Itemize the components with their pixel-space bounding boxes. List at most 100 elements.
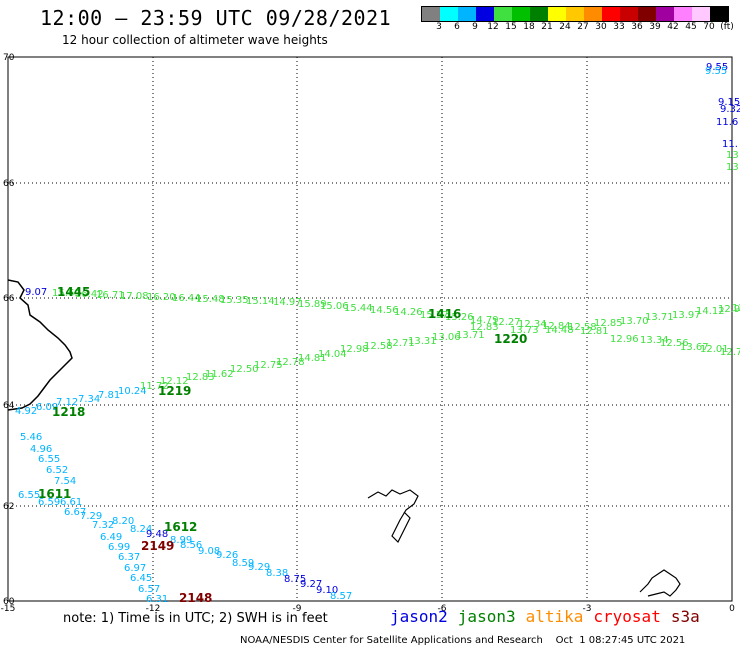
scale-swatch — [656, 7, 674, 21]
wave-height-label: 12.81 — [580, 326, 609, 337]
wave-height-label: 13.06 — [432, 332, 461, 343]
wave-height-label: 9.32 — [720, 104, 740, 115]
wave-height-label: 12.56 — [660, 338, 689, 349]
x-tick-label: 0 — [729, 604, 735, 614]
scale-swatch — [620, 7, 638, 21]
wave-height-label: 9.26 — [216, 550, 238, 561]
wave-height-label: 6.55 — [18, 490, 40, 501]
wave-height-label: 13.73 — [510, 325, 539, 336]
wave-height-label: 12.58 — [568, 322, 597, 333]
wave-height-label: 14.81 — [298, 353, 327, 364]
wave-height-label: 14.12 — [696, 306, 725, 317]
wave-height-label: 13.71 — [645, 312, 674, 323]
wave-height-label: 8.57 — [330, 591, 352, 602]
x-tick-label: -9 — [293, 604, 302, 614]
faroe-islands-coast — [367, 489, 419, 544]
satellite-legend: jason2 jason3 altika cryosat s3a — [390, 607, 710, 626]
scale-label: 33 — [613, 22, 625, 32]
wave-height-label: 9.48 — [146, 529, 168, 540]
y-tick-label: 60 — [3, 597, 15, 607]
wave-height-label: 6.57 — [138, 584, 160, 595]
pass-time-label: 1445 — [57, 285, 90, 299]
wave-height-label: 12.78 — [276, 357, 305, 368]
map-subtitle: 12 hour collection of altimeter wave hei… — [62, 33, 328, 47]
scale-label: 18 — [523, 22, 535, 32]
scale-swatch — [710, 7, 728, 21]
wave-height-label: 8.75 — [284, 574, 306, 585]
wave-height-label: 12.34 — [518, 319, 547, 330]
wave-height-label: 13.67 — [680, 342, 709, 353]
wave-height-label: 8.59 — [232, 558, 254, 569]
wave-height-label: 14.97 — [273, 297, 302, 308]
scale-swatch — [584, 7, 602, 21]
wave-height-label: 6.97 — [124, 563, 146, 574]
y-tick-label: 66 — [3, 179, 15, 189]
wave-height-label: 9.29 — [248, 562, 270, 573]
wave-height-label: 13.34 — [640, 335, 669, 346]
scale-label: 9 — [472, 22, 478, 32]
wave-height-label: 16.42 — [75, 289, 104, 300]
scale-label: 70 — [703, 22, 715, 32]
legend-jason2: jason2 — [390, 607, 448, 626]
wave-height-label: 14.26 — [394, 307, 423, 318]
scale-swatch — [548, 7, 566, 21]
wave-height-label: 12.71 — [386, 338, 415, 349]
pass-time-label: 1219 — [158, 384, 191, 398]
wave-height-label: 7.54 — [54, 476, 76, 487]
color-scale-labels: 3 6 9 12 15 18 21 24 27 30 33 36 39 42 45 70 (ft) — [421, 22, 734, 34]
wave-height-label: 14.79 — [470, 315, 499, 326]
scale-label: 45 — [685, 22, 697, 32]
scale-label: 6 — [454, 22, 460, 32]
scale-swatch — [530, 7, 548, 21]
wave-height-label: 9.55 — [706, 62, 728, 73]
wave-height-label: 9.07 — [25, 287, 47, 298]
wave-height-label: 12.50 — [230, 364, 259, 375]
norway-coast — [639, 569, 681, 597]
wave-height-label: 15.48 — [196, 294, 225, 305]
wave-height-label: 15.06 — [320, 301, 349, 312]
wave-height-label: 12.84 — [542, 321, 571, 332]
wave-height-label: 4.96 — [30, 444, 52, 455]
y-tick-label: 70 — [3, 53, 15, 63]
scale-swatch — [458, 7, 476, 21]
legend-jason3: jason3 — [457, 607, 516, 626]
pass-time-label: 1611 — [38, 487, 71, 501]
wave-height-label: 13 — [726, 150, 739, 161]
wave-height-label: 9.55 — [705, 66, 727, 77]
scale-swatch — [602, 7, 620, 21]
scale-label: 39 — [649, 22, 661, 32]
wave-height-label: 11.62 — [205, 369, 234, 380]
wave-height-label: 14.56 — [370, 305, 399, 316]
wave-height-label: 6.61 — [60, 497, 82, 508]
wave-height-label: 15.14 — [246, 296, 275, 307]
wave-height-label: 15.57 — [420, 310, 449, 321]
wave-height-label: 6.37 — [118, 552, 140, 563]
wave-height-label: 13.31 — [408, 336, 437, 347]
wave-height-label: 7.32 — [92, 520, 114, 531]
wave-height-label: 16.44 — [172, 293, 201, 304]
y-tick-label: 64 — [3, 401, 15, 411]
wave-height-label: 15.89 — [298, 299, 327, 310]
scale-label: 27 — [577, 22, 589, 32]
wave-height-label: 9.08 — [198, 546, 220, 557]
wave-height-label: 6.09 — [36, 402, 58, 413]
scale-swatch — [566, 7, 584, 21]
wave-height-label: 7.34 — [78, 394, 100, 405]
wave-height-label: 12.7 — [720, 347, 740, 358]
wave-height-label: 12.83 — [470, 322, 499, 333]
wave-height-label: 5.46 — [20, 432, 42, 443]
wave-height-label: 14.48 — [545, 325, 574, 336]
wave-height-label: 6.52 — [46, 465, 68, 476]
wave-height-label: 6.55 — [38, 454, 60, 465]
wave-height-label: 7.81 — [98, 390, 120, 401]
wave-height-label: 12.98 — [340, 344, 369, 355]
scale-label: 42 — [667, 22, 679, 32]
wave-height-label: 11. — [722, 139, 738, 150]
x-tick-label: -3 — [583, 604, 592, 614]
legend-note: note: 1) Time is in UTC; 2) SWH is in fe… — [63, 611, 328, 626]
scale-swatch — [494, 7, 512, 21]
legend-altika: altika — [525, 607, 584, 626]
wave-height-label: 15.44 — [344, 303, 373, 314]
wave-height-label: 10.24 — [118, 386, 147, 397]
pass-time-label: 1218 — [52, 405, 85, 419]
